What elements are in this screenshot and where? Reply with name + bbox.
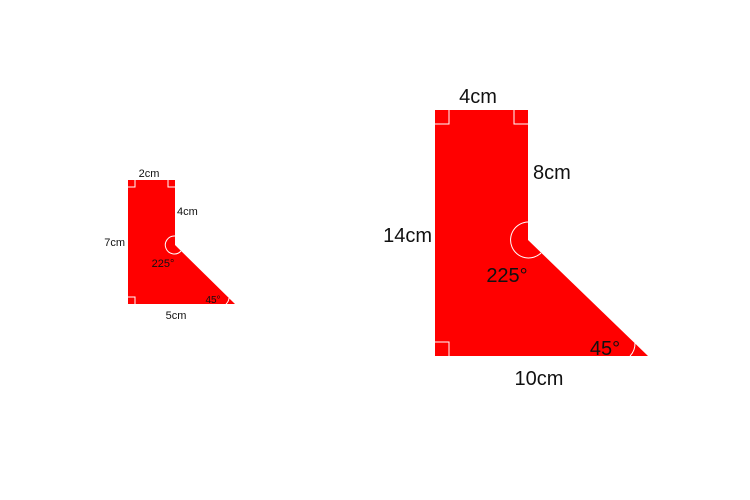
small-reflex-angle-arc: [164, 235, 182, 255]
large-reflex-angle-label: 225°: [486, 265, 527, 287]
small-reflex-angle-label: 225°: [152, 258, 175, 270]
large-top-label: 4cm: [459, 86, 497, 108]
small-top-label: 2cm: [139, 168, 160, 180]
large-right-upper-label: 8cm: [533, 162, 571, 184]
small-right-angle-marker-bottom-left: [128, 296, 136, 304]
large-left-label: 14cm: [383, 225, 432, 247]
small-shape: 2cm 4cm 7cm 5cm 225° 45°: [104, 168, 235, 322]
large-acute-angle-arc: [629, 342, 636, 357]
small-right-angle-marker-top-left: [128, 180, 136, 188]
large-acute-angle-label: 45°: [590, 338, 620, 360]
large-shape: 4cm 8cm 14cm 10cm 225° 45°: [383, 86, 648, 390]
large-shape-polygon: [435, 110, 648, 356]
large-reflex-angle-arc: [510, 221, 542, 259]
large-right-angle-marker-top-left: [435, 110, 450, 125]
small-acute-angle-arc: [225, 297, 230, 305]
small-right-upper-label: 4cm: [177, 206, 198, 218]
small-right-angle-marker-top-right: [167, 180, 175, 188]
large-right-angle-marker-bottom-left: [435, 341, 450, 356]
small-bottom-label: 5cm: [166, 310, 187, 322]
small-left-label: 7cm: [104, 237, 125, 249]
small-acute-angle-label: 45°: [205, 295, 220, 306]
small-shape-polygon: [128, 180, 235, 304]
large-bottom-label: 10cm: [515, 368, 564, 390]
large-right-angle-marker-top-right: [513, 110, 528, 125]
